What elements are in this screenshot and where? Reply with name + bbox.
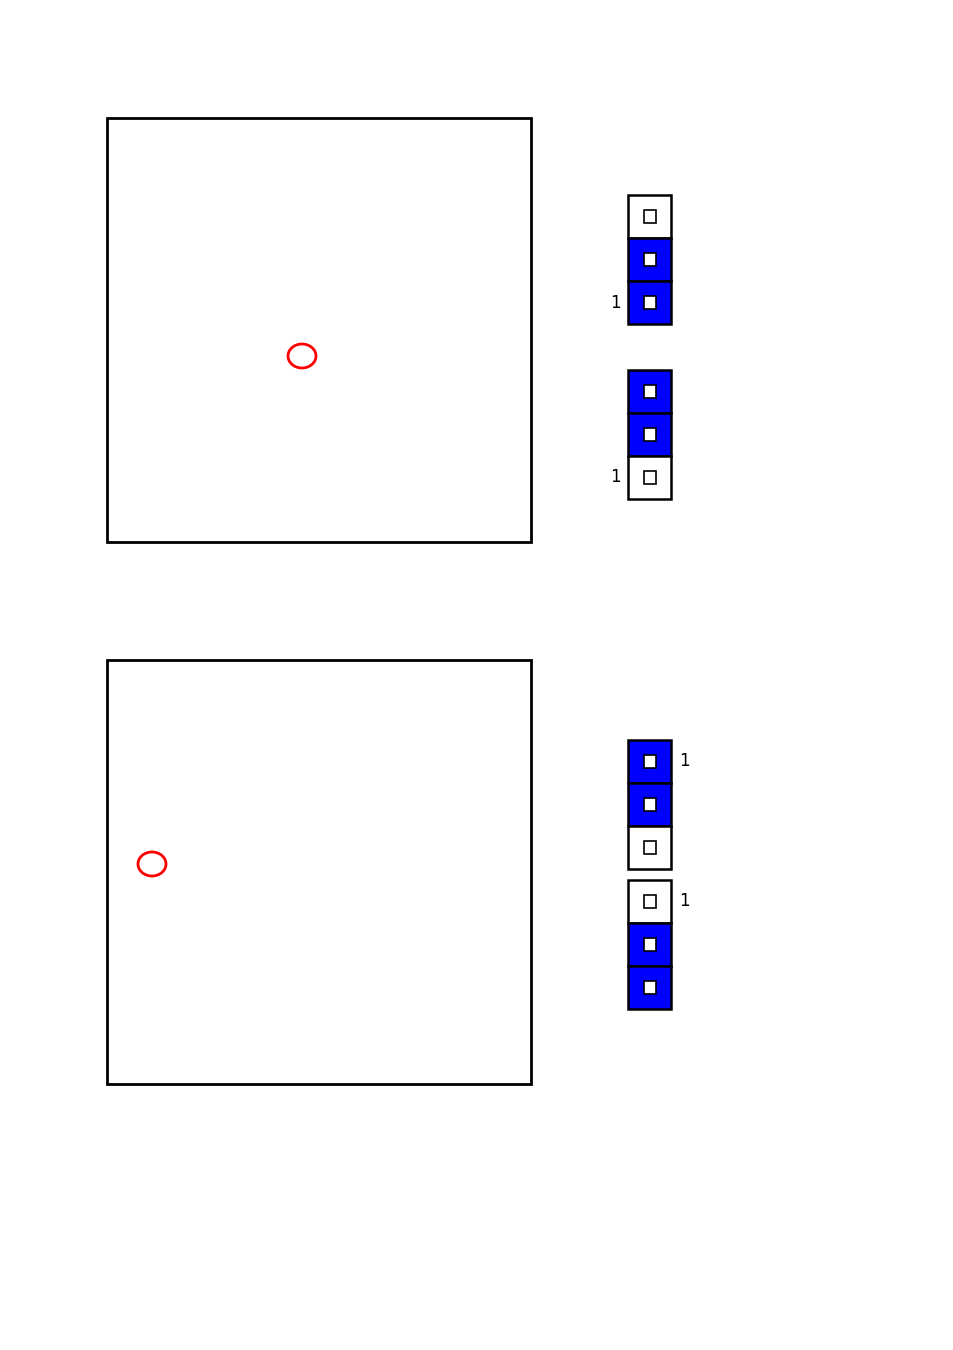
Bar <box>628 281 671 324</box>
Bar <box>628 967 671 1008</box>
Bar <box>628 238 671 281</box>
Bar <box>643 385 656 398</box>
Text: 1: 1 <box>609 293 619 312</box>
Bar <box>643 895 656 909</box>
Bar <box>643 981 656 994</box>
Bar <box>628 370 671 413</box>
Bar <box>643 471 656 483</box>
Bar <box>643 211 656 223</box>
Bar <box>628 880 671 923</box>
Bar <box>643 428 656 441</box>
Bar <box>628 923 671 967</box>
Text: 1: 1 <box>679 752 689 771</box>
Bar <box>628 826 671 869</box>
Bar <box>107 660 531 1084</box>
Bar <box>628 740 671 783</box>
Bar <box>628 783 671 826</box>
Bar <box>643 296 656 309</box>
Bar <box>628 413 671 456</box>
Bar <box>643 798 656 811</box>
Bar <box>107 117 531 541</box>
Bar <box>643 938 656 950</box>
Bar <box>628 456 671 500</box>
Bar <box>628 194 671 238</box>
Bar <box>643 252 656 266</box>
Text: 1: 1 <box>609 468 619 486</box>
Bar <box>643 755 656 768</box>
Text: 1: 1 <box>679 892 689 910</box>
Bar <box>643 841 656 855</box>
